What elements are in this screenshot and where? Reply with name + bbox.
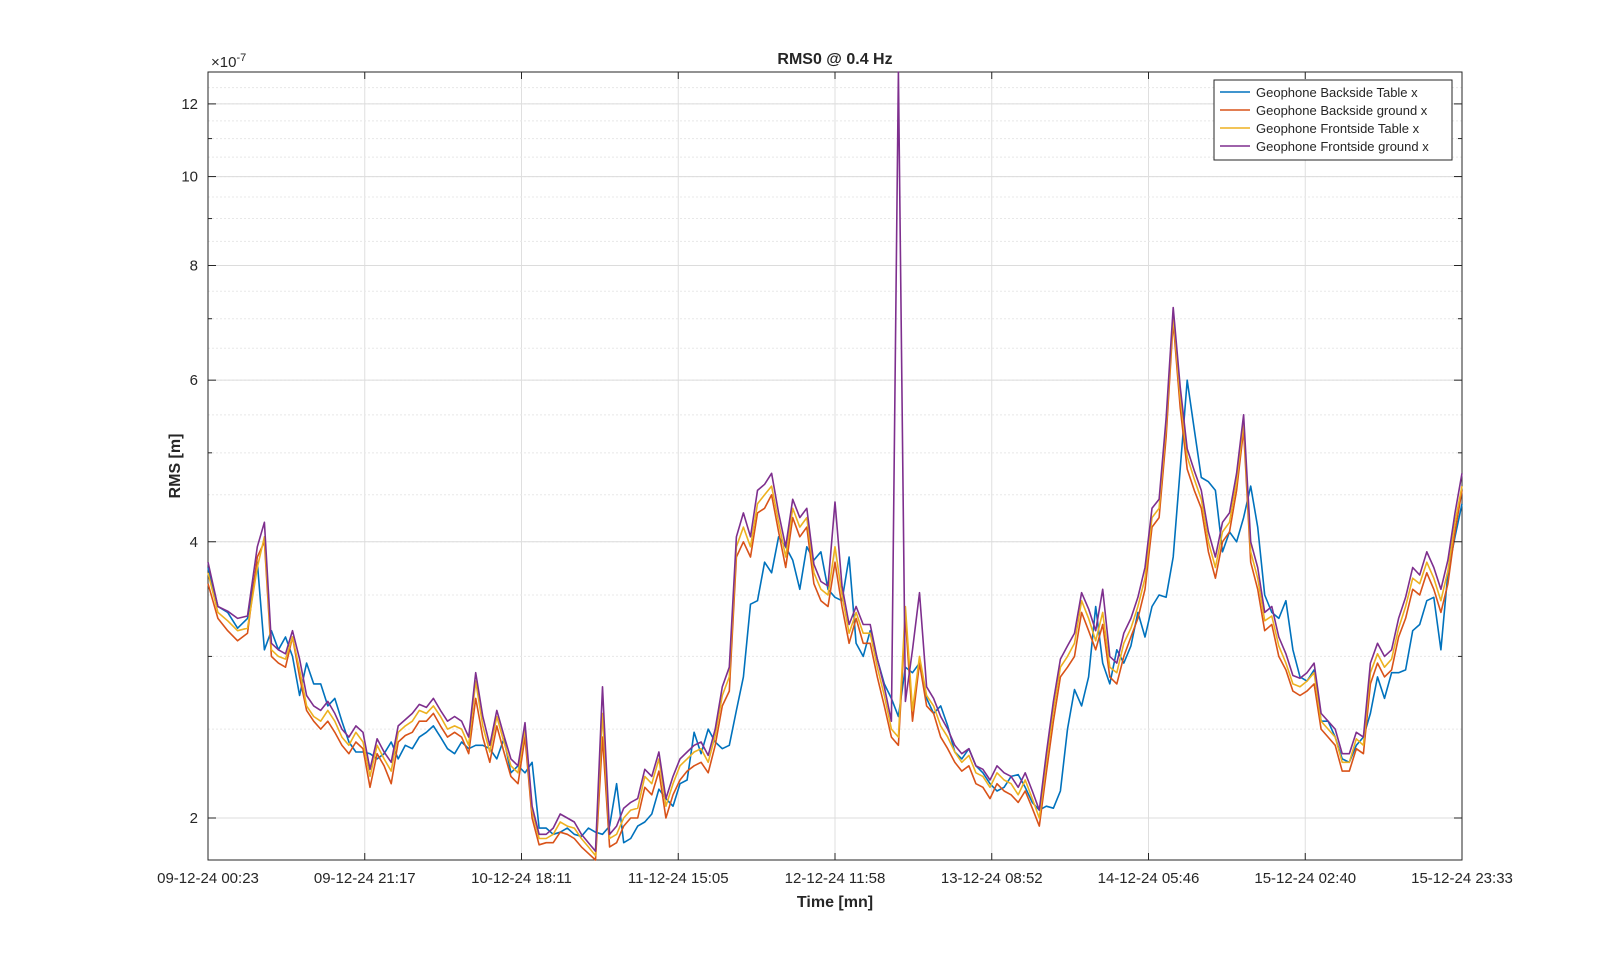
legend-entry: Geophone Backside ground x	[1256, 103, 1428, 118]
axes: 09-12-24 00:23 09-12-24 21:17 10-12-24 18:…	[157, 72, 1513, 887]
x-tick-label: 15-12-24 02:40	[1254, 870, 1356, 887]
x-axis-label: Time [mn]	[797, 894, 873, 911]
x-tick-label: 09-12-24 00:23	[157, 870, 259, 887]
legend-box	[1213, 79, 1453, 161]
x-tick-label: 14-12-24 05:46	[1098, 870, 1200, 887]
y-tick-label: 10	[181, 169, 198, 186]
x-tick-label: 09-12-24 21:17	[314, 870, 416, 887]
y-tick-label: 2	[190, 810, 198, 827]
legend: Geophone Backside Table x Geophone Backsi…	[1213, 79, 1453, 161]
y-exponent-power: -7	[236, 52, 246, 64]
legend-entry: Geophone Frontside Table x	[1256, 121, 1420, 136]
y-exponent-base: ×10	[211, 54, 236, 71]
y-axis-label: RMS [m]	[167, 434, 184, 499]
series-line	[207, 71, 1463, 853]
series-lines	[207, 71, 1463, 861]
y-tick-label: 8	[190, 257, 198, 274]
y-tick-label: 4	[190, 534, 198, 551]
legend-entry: Geophone Backside Table x	[1256, 85, 1418, 100]
y-tick-label: 12	[181, 96, 198, 113]
x-tick-label: 11-12-24 15:05	[628, 870, 729, 887]
chart-title: RMS0 @ 0.4 Hz	[777, 51, 892, 68]
y-tick-label: 6	[190, 372, 198, 389]
x-tick-label: 12-12-24 11:58	[785, 870, 886, 887]
series-line	[207, 315, 1463, 857]
legend-entry: Geophone Frontside ground x	[1256, 139, 1429, 154]
x-tick-label: 15-12-24 23:33	[1411, 870, 1513, 887]
x-tick-label: 10-12-24 18:11	[471, 870, 572, 887]
x-tick-label: 13-12-24 08:52	[941, 870, 1043, 887]
series-line	[207, 320, 1463, 861]
y-exponent-label: ×10-7	[211, 52, 246, 71]
series-line	[207, 379, 1463, 844]
